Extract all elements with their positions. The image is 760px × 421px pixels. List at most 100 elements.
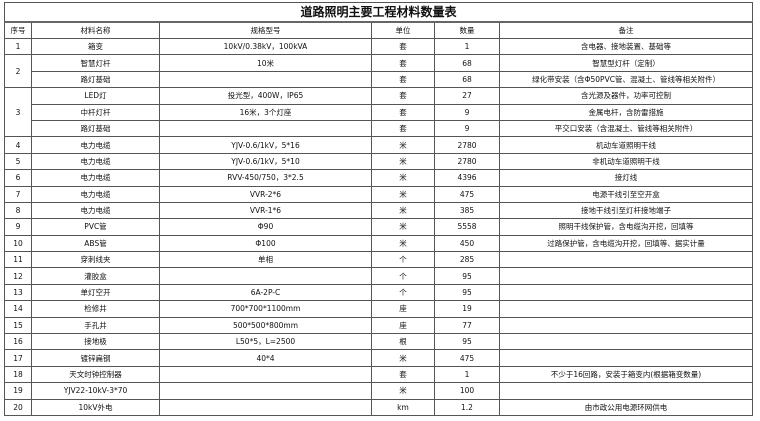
cell-unit: 个 xyxy=(371,251,435,269)
cell-seq: 12 xyxy=(4,267,32,285)
cell-spec: YJV-0.6/1kV，5*16 xyxy=(159,136,372,154)
table-row: 5 电力电缆 YJV-0.6/1kV，5*10 米 2780 非机动车道照明干线 xyxy=(4,152,754,171)
cell-material-name: 箱变 xyxy=(31,37,160,56)
cell-material-name: 路灯基础 xyxy=(31,119,160,138)
cell-material-name: 电力电缆 xyxy=(31,136,160,154)
cell-seq: 11 xyxy=(4,251,32,269)
cell-note: 绿化带安装（含Φ50PVC管、混凝土、管线等相关附件） xyxy=(498,70,754,89)
table-row: 18 天文时钟控制器 套 1 不少于16回路，安装于箱变内(根据箱变数量) xyxy=(4,365,754,384)
table-row: 4 电力电缆 YJV-0.6/1kV，5*16 米 2780 机动车道照明干线 xyxy=(4,136,754,154)
cell-material-name: 手孔井 xyxy=(31,316,160,335)
cell-note xyxy=(498,316,754,335)
cell-seq: 2 xyxy=(4,54,32,89)
cell-note: 电源干线引至空开盒 xyxy=(498,185,754,203)
table-row: 11 穿刺线夹 单相个 285 xyxy=(4,251,754,269)
cell-quantity: 68 xyxy=(434,70,500,89)
cell-quantity: 100 xyxy=(434,382,500,400)
table-row: 20 10kV外电 km 1.2 由市政公用电源环网供电 xyxy=(4,398,754,416)
cell-unit: 座 xyxy=(371,316,435,335)
cell-seq: 5 xyxy=(4,152,32,171)
cell-unit: 座 xyxy=(371,300,435,318)
cell-spec: VVR-1*6 xyxy=(159,201,372,220)
cell-spec: 10米 xyxy=(159,54,372,72)
cell-spec: L50*5，L=2500 xyxy=(159,333,372,351)
cell-material-name: 灌胶盒 xyxy=(31,267,160,285)
cell-quantity: 475 xyxy=(434,349,500,367)
table-row: 15 手孔井 500*500*800mm 座 77 xyxy=(4,316,754,335)
cell-note: 不少于16回路，安装于箱变内(根据箱变数量) xyxy=(498,365,754,384)
cell-note: 平交口安装（含混凝土、管线等相关附件） xyxy=(498,119,754,138)
cell-quantity: 95 xyxy=(434,267,500,285)
cell-note xyxy=(498,283,754,302)
cell-spec: 投光型，400W，IP65 xyxy=(159,87,372,105)
cell-seq: 14 xyxy=(4,300,32,318)
table-row: 14 检修井 700*700*1100mm 座 19 xyxy=(4,300,754,318)
table-row: 8 电力电缆 VVR-1*6 米 385 接地干线引至灯杆接地端子 xyxy=(4,201,754,220)
cell-seq: 15 xyxy=(4,316,32,335)
cell-quantity: 1.2 xyxy=(434,398,500,416)
table-row: 6 电力电缆 RVV-450/750，3*2.5 米 4396 接灯线 xyxy=(4,169,754,187)
cell-seq: 4 xyxy=(4,136,32,154)
header-name: 材料名称 xyxy=(31,21,160,39)
cell-quantity: 475 xyxy=(434,185,500,203)
cell-unit: 套 xyxy=(371,365,435,384)
cell-seq: 3 xyxy=(4,87,32,138)
cell-note: 接地干线引至灯杆接地端子 xyxy=(498,201,754,220)
cell-spec xyxy=(159,267,372,285)
cell-note: 照明干线保护管，含电缆沟开挖，回填等 xyxy=(498,218,754,236)
cell-quantity: 68 xyxy=(434,54,500,72)
cell-unit: 套 xyxy=(371,54,435,72)
cell-unit: 套 xyxy=(371,87,435,105)
cell-seq: 16 xyxy=(4,333,32,351)
cell-spec xyxy=(159,365,372,384)
table-row: 中杆灯杆 16米，3个灯座套 9 金属电杆，含防雷措施 xyxy=(5,103,754,121)
cell-material-name: 中杆灯杆 xyxy=(31,103,160,121)
cell-unit: 套 xyxy=(371,103,435,121)
cell-material-name: PVC管 xyxy=(31,218,160,236)
header-note: 备注 xyxy=(498,21,754,39)
cell-unit: 个 xyxy=(371,267,435,285)
cell-spec xyxy=(159,119,372,138)
cell-spec: 40*4 xyxy=(159,349,372,367)
table-row: 10 ABS管 Φ100 米 450 过路保护管，含电缆沟开挖，回填等、据实计量 xyxy=(4,234,754,253)
cell-quantity: 385 xyxy=(434,201,500,220)
cell-unit: 套 xyxy=(371,70,435,89)
cell-unit: 米 xyxy=(371,185,435,203)
cell-note: 机动车道照明干线 xyxy=(498,136,754,154)
table-row: 13 单灯空开 6A-2P-C 个 95 xyxy=(4,283,754,302)
header-spec: 规格型号 xyxy=(159,21,372,39)
cell-material-name: 接地极 xyxy=(31,333,160,351)
cell-unit: 套 xyxy=(371,119,435,138)
cell-quantity: 2780 xyxy=(434,136,500,154)
cell-seq: 17 xyxy=(4,349,32,367)
cell-quantity: 95 xyxy=(434,283,500,302)
cell-note xyxy=(498,251,754,269)
header-row: 序号 材料名称 规格型号 单位 数量 备注 xyxy=(4,21,754,39)
cell-spec xyxy=(159,382,372,400)
cell-quantity: 4396 xyxy=(434,169,500,187)
cell-spec: 700*700*1100mm xyxy=(159,300,372,318)
cell-unit: 米 xyxy=(371,136,435,154)
cell-quantity: 77 xyxy=(434,316,500,335)
table-row: 3 LED灯 投光型，400W，IP65 套 27 含光源及器件，功率可控制 xyxy=(4,87,754,138)
cell-quantity: 5558 xyxy=(434,218,500,236)
cell-unit: 米 xyxy=(371,382,435,400)
cell-seq: 20 xyxy=(4,398,32,416)
cell-note: 过路保护管，含电缆沟开挖，回填等、据实计量 xyxy=(498,234,754,253)
table-row: 19 YJV22-10kV-3*70 米 100 xyxy=(4,382,754,400)
table-row: 2 智慧灯杆 10米套 68 智慧型灯杆（定制） xyxy=(4,54,754,89)
cell-unit: km xyxy=(371,398,435,416)
cell-material-name: 路灯基础 xyxy=(31,70,160,89)
cell-material-name: 检修井 xyxy=(31,300,160,318)
table-row: 路灯基础 套 9 平交口安装（含混凝土、管线等相关附件） xyxy=(5,119,754,138)
cell-quantity: 1 xyxy=(434,365,500,384)
cell-spec: Φ100 xyxy=(159,234,372,253)
cell-material-name: 单灯空开 xyxy=(31,283,160,302)
cell-unit: 米 xyxy=(371,169,435,187)
cell-unit: 个 xyxy=(371,283,435,302)
cell-note: 接灯线 xyxy=(498,169,754,187)
cell-quantity: 1 xyxy=(434,37,500,56)
cell-note: 含电器、接地装置、基础等 xyxy=(498,37,754,56)
cell-spec xyxy=(159,398,372,416)
table-body: 1 箱变 10kV/0.38kV，100kVA 套 1 含电器、接地装置、基础等 2 智慧灯杆… xyxy=(4,37,754,416)
